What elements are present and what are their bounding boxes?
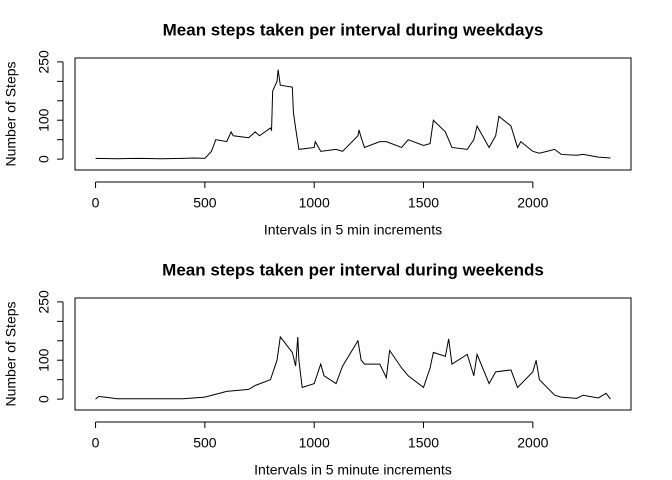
plot-box [74, 57, 632, 171]
x-tick-label: 1500 [408, 435, 439, 451]
x-tick-label: 500 [193, 435, 217, 451]
x-tick-label: 500 [193, 195, 217, 211]
y-tick-label: 100 [36, 348, 52, 372]
plot-box [74, 297, 632, 411]
data-line [95, 69, 611, 160]
chart-title: Mean steps taken per interval during wee… [162, 260, 544, 279]
y-tick-label: 0 [36, 155, 52, 163]
chart-title: Mean steps taken per interval during wee… [163, 20, 544, 39]
y-axis-label: Number of Steps [3, 61, 19, 166]
x-tick-label: 0 [92, 435, 100, 451]
y-tick-label: 250 [36, 50, 52, 74]
data-line [95, 335, 611, 400]
x-tick-label: 1500 [408, 195, 439, 211]
y-tick-label: 250 [36, 290, 52, 314]
x-axis-label: Intervals in 5 minute increments [254, 462, 452, 478]
y-axis-label: Number of Steps [3, 301, 19, 406]
y-tick-label: 0 [36, 395, 52, 403]
x-tick-label: 2000 [517, 195, 548, 211]
x-tick-label: 1000 [299, 195, 330, 211]
y-tick-label: 100 [36, 108, 52, 132]
x-tick-label: 0 [92, 195, 100, 211]
x-tick-label: 1000 [299, 435, 330, 451]
x-axis-label: Intervals in 5 min increments [264, 222, 442, 238]
x-tick-label: 2000 [517, 435, 548, 451]
